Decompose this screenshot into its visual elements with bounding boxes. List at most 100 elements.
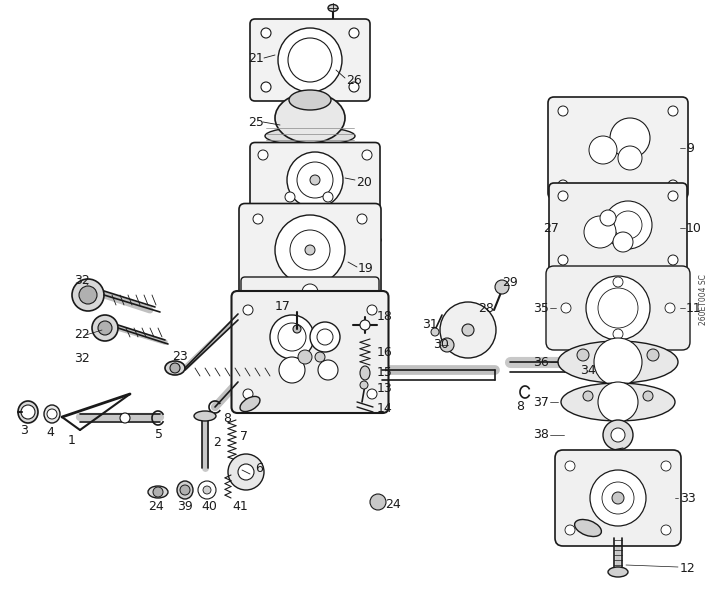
Text: 19: 19: [358, 261, 374, 274]
Circle shape: [170, 363, 180, 373]
Text: 34: 34: [580, 364, 595, 377]
Circle shape: [618, 146, 642, 170]
Text: 17: 17: [275, 301, 291, 313]
Circle shape: [598, 382, 638, 422]
Circle shape: [668, 180, 678, 190]
Circle shape: [558, 180, 568, 190]
Ellipse shape: [367, 236, 381, 244]
Circle shape: [612, 492, 624, 504]
Circle shape: [665, 303, 675, 313]
Circle shape: [153, 487, 163, 497]
Circle shape: [293, 325, 301, 333]
Circle shape: [253, 214, 263, 224]
Text: 22: 22: [74, 328, 90, 341]
Circle shape: [287, 152, 343, 208]
Text: 26: 26: [346, 74, 361, 87]
Circle shape: [279, 357, 305, 383]
Ellipse shape: [561, 383, 675, 421]
FancyBboxPatch shape: [549, 183, 687, 273]
Circle shape: [357, 214, 367, 224]
Circle shape: [561, 303, 571, 313]
Circle shape: [243, 305, 253, 315]
Ellipse shape: [558, 341, 678, 383]
Ellipse shape: [328, 5, 338, 11]
Circle shape: [258, 150, 268, 160]
Circle shape: [315, 352, 325, 362]
Ellipse shape: [575, 520, 601, 536]
Text: 31: 31: [422, 319, 438, 331]
Text: 38: 38: [533, 429, 549, 441]
Text: 39: 39: [177, 499, 193, 512]
Ellipse shape: [240, 396, 260, 411]
Text: 33: 33: [680, 492, 696, 505]
Circle shape: [362, 150, 372, 160]
Text: 12: 12: [680, 562, 696, 575]
Circle shape: [253, 280, 263, 290]
Circle shape: [603, 420, 633, 450]
Circle shape: [589, 136, 617, 164]
Ellipse shape: [177, 481, 193, 499]
Text: 9: 9: [686, 142, 694, 154]
Circle shape: [565, 461, 575, 471]
Text: 11: 11: [686, 301, 702, 315]
FancyBboxPatch shape: [239, 203, 381, 301]
Text: 25: 25: [248, 115, 264, 129]
Ellipse shape: [608, 567, 628, 577]
Circle shape: [261, 82, 271, 92]
Circle shape: [647, 349, 659, 361]
Circle shape: [613, 329, 623, 339]
Circle shape: [298, 350, 312, 364]
Text: 15: 15: [377, 367, 393, 380]
Circle shape: [310, 175, 320, 185]
Circle shape: [305, 245, 315, 255]
Circle shape: [558, 106, 568, 116]
Circle shape: [610, 118, 650, 158]
Circle shape: [47, 409, 57, 419]
Circle shape: [661, 525, 671, 535]
Text: 14: 14: [377, 402, 392, 416]
Circle shape: [228, 454, 264, 490]
Text: 35: 35: [533, 301, 549, 315]
Circle shape: [553, 228, 569, 244]
Circle shape: [643, 391, 653, 401]
Circle shape: [613, 232, 633, 252]
Circle shape: [600, 210, 616, 226]
Circle shape: [668, 191, 678, 201]
Circle shape: [275, 215, 345, 285]
Circle shape: [661, 461, 671, 471]
FancyBboxPatch shape: [241, 277, 379, 307]
Text: 24: 24: [385, 499, 401, 511]
Circle shape: [258, 210, 268, 220]
Text: 23: 23: [172, 349, 188, 362]
Circle shape: [495, 280, 509, 294]
Circle shape: [577, 349, 589, 361]
Text: 6: 6: [255, 462, 263, 474]
Circle shape: [668, 255, 678, 265]
Circle shape: [72, 279, 104, 311]
Circle shape: [613, 277, 623, 287]
Circle shape: [198, 481, 216, 499]
Ellipse shape: [44, 405, 60, 423]
Text: 8: 8: [516, 401, 524, 413]
Ellipse shape: [360, 366, 370, 380]
Text: 8: 8: [223, 413, 231, 426]
Circle shape: [440, 338, 454, 352]
Circle shape: [120, 413, 130, 423]
Circle shape: [310, 322, 340, 352]
Circle shape: [270, 315, 314, 359]
FancyBboxPatch shape: [555, 450, 681, 546]
Text: 40: 40: [201, 499, 217, 512]
Text: 32: 32: [74, 273, 90, 286]
Text: 21: 21: [248, 51, 264, 65]
Circle shape: [583, 391, 593, 401]
Circle shape: [180, 485, 190, 495]
Text: 16: 16: [377, 346, 392, 358]
Circle shape: [261, 28, 271, 38]
Text: 29: 29: [502, 276, 518, 288]
Circle shape: [92, 315, 118, 341]
Circle shape: [431, 328, 439, 336]
Circle shape: [362, 210, 372, 220]
Text: 24: 24: [148, 499, 163, 512]
FancyBboxPatch shape: [548, 97, 688, 199]
Circle shape: [565, 525, 575, 535]
